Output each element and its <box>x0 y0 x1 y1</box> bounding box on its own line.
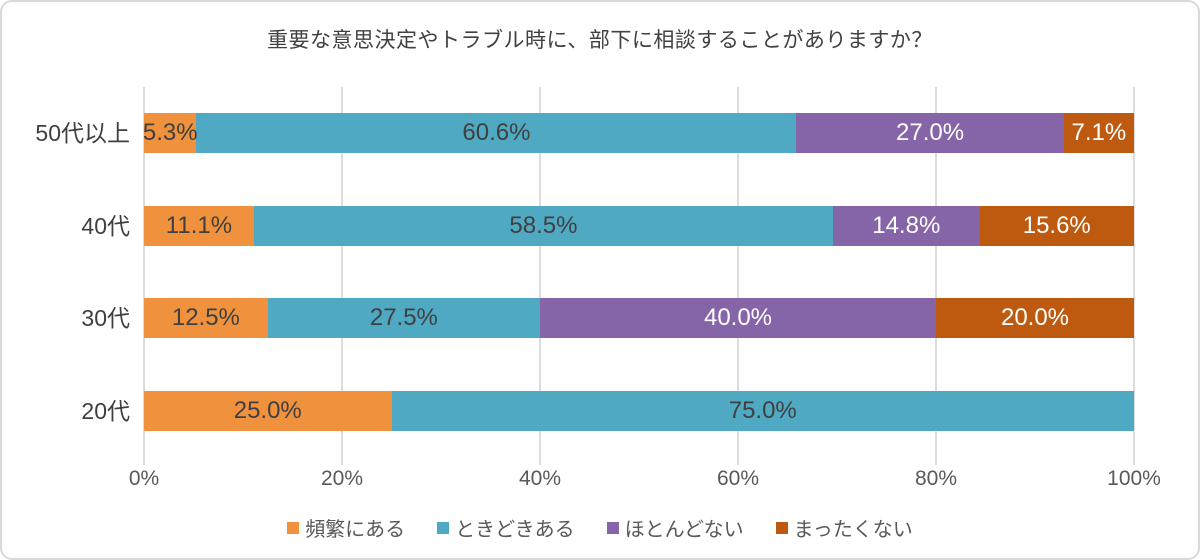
bar-segment: 40.0% <box>540 298 936 339</box>
gridline <box>1133 87 1135 465</box>
x-tick-label: 40% <box>518 467 562 490</box>
bar-segment: 25.0% <box>144 390 392 431</box>
bar-segment-label: 25.0% <box>233 396 302 424</box>
bar-segment-label: 27.0% <box>896 119 965 147</box>
bar-segment: 60.6% <box>196 113 797 154</box>
bar-segment-label: 40.0% <box>703 304 773 332</box>
bar-segment: 14.8% <box>833 205 980 246</box>
stacked-bar: 12.5% 27.5% 40.0% 20.0% <box>144 298 1134 339</box>
bar-segment: 11.1% <box>144 205 254 246</box>
bar-segment-label: 27.5% <box>369 304 438 332</box>
x-tick-label: 60% <box>716 467 760 490</box>
bar-segment-label: 60.6% <box>462 119 531 147</box>
bar-segment-label: 15.6% <box>1022 211 1091 239</box>
legend: 頻繁にある ときどきある ほとんどない まったくない <box>2 513 1198 542</box>
category-label: 20代 <box>81 397 130 424</box>
bar-segment: 5.3% <box>142 113 198 154</box>
legend-label: 頻繁にある <box>305 519 406 541</box>
legend-item: ほとんどない <box>606 513 744 542</box>
legend-item: 頻繁にある <box>287 513 405 542</box>
bar-segment: 15.6% <box>979 205 1134 246</box>
legend-item: ときどきある <box>437 513 575 542</box>
bar-segment-label: 7.1% <box>1071 119 1127 147</box>
bar-segment-label: 20.0% <box>1000 304 1070 332</box>
bar-segment-label: 75.0% <box>728 396 797 424</box>
bar-segment-label: 14.8% <box>872 211 941 239</box>
bar-segment: 7.1% <box>1063 113 1134 154</box>
legend-label: ほとんどない <box>624 519 744 541</box>
bar-row: 40代 11.1% 58.5% 14.8% 15.6% <box>81 205 1134 246</box>
bar-segment: 20.0% <box>936 298 1134 339</box>
legend-item: まったくない <box>775 513 913 542</box>
bar-segment-label: 5.3% <box>142 119 198 147</box>
legend-swatch <box>437 521 450 534</box>
legend-label: ときどきある <box>455 519 575 541</box>
bar-segment: 75.0% <box>391 390 1134 431</box>
category-label: 50代以上 <box>35 120 130 147</box>
category-label: 40代 <box>81 212 130 239</box>
stacked-bar: 25.0% 75.0% <box>144 390 1134 431</box>
bar-segment: 12.5% <box>144 298 268 339</box>
chart-title: 重要な意思決定やトラブル時に、部下に相談することがありますか？ <box>267 29 933 52</box>
bar-segment-label: 11.1% <box>165 211 233 239</box>
plot-area: 50代以上 5.3% 60.6% 27.0% 7.1% 40代 11.1% 58.5% 14.8… <box>35 87 1161 490</box>
legend-swatch <box>287 521 300 534</box>
stacked-bar: 11.1% 58.5% 14.8% 15.6% <box>144 205 1134 246</box>
bar-segment-label: 12.5% <box>171 304 240 332</box>
legend-swatch <box>775 521 788 534</box>
legend-label: まったくない <box>793 519 913 541</box>
gridline <box>935 87 937 465</box>
x-tick-label: 0% <box>128 467 160 490</box>
legend-swatch <box>606 521 619 534</box>
x-tick-label: 20% <box>320 467 364 490</box>
gridline <box>539 87 541 465</box>
gridline <box>341 87 343 465</box>
bar-row: 30代 12.5% 27.5% 40.0% 20.0% <box>81 298 1134 339</box>
x-tick-label: 80% <box>914 467 958 490</box>
bar-segment: 27.0% <box>796 113 1064 154</box>
category-label: 30代 <box>81 305 130 332</box>
gridline <box>737 87 739 465</box>
bar-segment-label: 58.5% <box>509 211 578 239</box>
bar-row: 20代 25.0% 75.0% <box>81 390 1134 431</box>
bar-row: 50代以上 5.3% 60.6% 27.0% 7.1% <box>35 113 1134 154</box>
bar-segment: 58.5% <box>253 205 834 246</box>
bar-segment: 27.5% <box>267 298 540 339</box>
stacked-bar: 5.3% 60.6% 27.0% 7.1% <box>142 113 1134 154</box>
gridline <box>143 87 145 465</box>
x-tick-label: 100% <box>1107 467 1161 490</box>
